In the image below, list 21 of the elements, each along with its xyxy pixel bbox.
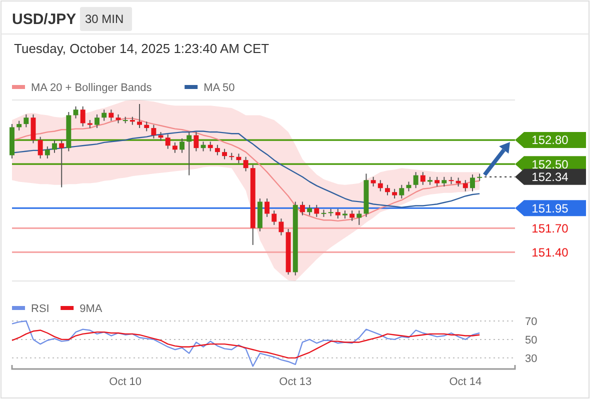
y-tick-label: 151.95	[532, 201, 569, 216]
legend-label: MA 20 + Bollinger Bands	[31, 82, 152, 94]
chart-title: USD/JPY	[12, 11, 76, 28]
line-series	[11, 320, 480, 367]
x-tick-label: Oct 13	[279, 376, 312, 388]
y-tick-label: 70	[525, 316, 538, 328]
y-tick-label: 152.34	[532, 170, 569, 184]
y-tick-label: 50	[525, 334, 538, 346]
legend-label: MA 50	[204, 82, 235, 94]
x-tick-label: Oct 14	[449, 376, 482, 388]
text: 30 MIN	[85, 12, 124, 26]
chart-subtitle: Tuesday, October 14, 2025 1:23:40 AM CET	[14, 41, 270, 56]
legend-label: 9MA	[80, 302, 103, 315]
legend-label: RSI	[31, 302, 50, 315]
y-tick-label: 152.80	[532, 133, 569, 148]
line-series	[11, 330, 480, 359]
y-tick-label: 152.50	[532, 157, 569, 172]
y-tick-label: 151.40	[532, 245, 569, 260]
y-tick-label: 151.70	[532, 221, 569, 236]
x-tick-label: Oct 10	[109, 376, 142, 388]
y-tick-label: 30	[525, 352, 538, 365]
